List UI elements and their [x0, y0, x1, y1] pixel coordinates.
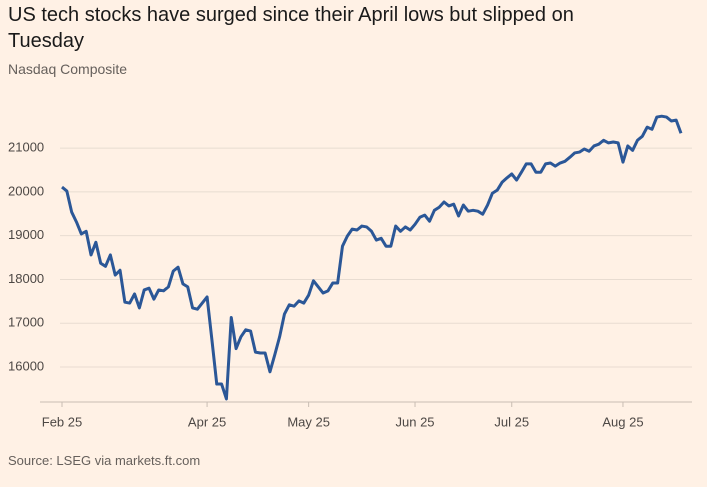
y-tick-label: 18000 — [8, 271, 44, 286]
y-tick-label: 20000 — [8, 183, 44, 198]
x-tick-label: Aug 25 — [602, 414, 643, 429]
chart-subtitle: Nasdaq Composite — [8, 61, 128, 77]
data-line — [61, 114, 683, 401]
chart-title: US tech stocks have surged since their A… — [8, 4, 574, 52]
x-tick-label: May 25 — [287, 414, 330, 429]
source-note: Source: LSEG via markets.ft.com — [8, 453, 201, 468]
y-tick-label: 16000 — [8, 358, 44, 373]
y-tick-label: 21000 — [8, 140, 44, 155]
x-tick-label: Feb 25 — [42, 414, 82, 429]
x-tick-label: Jul 25 — [494, 414, 529, 429]
y-tick-label: 17000 — [8, 315, 44, 330]
x-tick-label: Apr 25 — [188, 414, 226, 429]
x-tick-label: Jun 25 — [396, 414, 435, 429]
y-tick-label: 19000 — [8, 227, 44, 242]
